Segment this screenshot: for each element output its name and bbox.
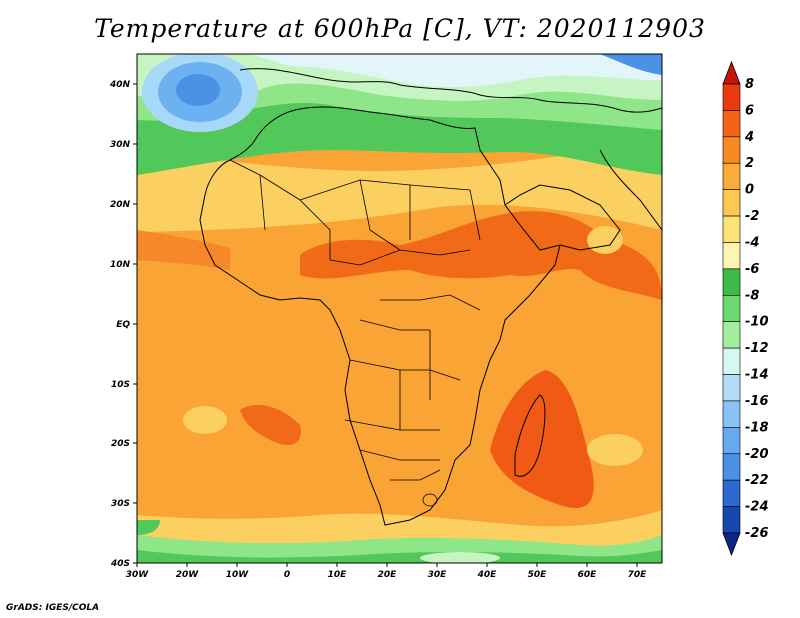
field-palegreen-south: [420, 552, 500, 563]
colorbar-label: -2: [745, 209, 759, 224]
colorbar-box: [722, 347, 741, 375]
lesotho-outline: [422, 493, 438, 507]
colorbar-box: [722, 427, 741, 455]
map-title: Temperature at 600hPa [C], VT: 202011290…: [94, 14, 706, 43]
x-tick-label: 30E: [428, 570, 448, 580]
country-borders: [229, 159, 481, 481]
colorbar-box: [722, 189, 741, 217]
arabia-coast: [504, 184, 621, 251]
y-tick-label: EQ: [116, 320, 130, 330]
colorbar-box: [722, 268, 741, 296]
x-tick-label: 30W: [126, 570, 150, 580]
colorbar-box: [722, 479, 741, 507]
credit-text: GrADS: IGES/COLA: [6, 603, 100, 613]
x-tick-label: 40E: [477, 570, 498, 580]
field-green-sw-patch: [137, 520, 160, 535]
colorbar-box: [722, 374, 741, 402]
field-cyan-north: [250, 54, 662, 87]
x-tick-label: 20W: [176, 570, 200, 580]
india-coast: [599, 149, 662, 231]
x-ticks: 30W 20W 10W 0 10E 20E 30E 40E 50E 60E 70…: [126, 563, 647, 580]
x-tick-label: 50E: [528, 570, 548, 580]
y-tick-label: 30N: [110, 140, 131, 150]
africa-coast: [199, 106, 561, 526]
colorbar-label: -20: [745, 447, 769, 462]
colorbar-label: -10: [745, 315, 769, 330]
x-tick-label: 60E: [578, 570, 598, 580]
colorbar-box: [722, 83, 741, 111]
colorbar-box: [722, 294, 741, 323]
x-tick-label: 10E: [328, 570, 348, 580]
coastlines: [199, 68, 662, 526]
colorbar-label: -14: [745, 368, 769, 383]
colorbar-box: [722, 242, 741, 270]
y-tick-label: 40N: [109, 80, 131, 90]
y-ticks: 40N 30N 20N 10N EQ 10S 20S 30S 40S: [109, 80, 137, 569]
colorbar-label: -18: [745, 420, 769, 435]
y-tick-label: 30S: [111, 499, 130, 509]
mediterranean-coast: [239, 68, 662, 113]
colorbar-label: -16: [745, 394, 769, 409]
colorbar-label: -22: [745, 473, 769, 488]
colorbar-box: [722, 400, 741, 428]
field-warm-sahel: [300, 211, 662, 300]
colorbar-top-triangle: [722, 60, 741, 85]
temperature-field: [137, 54, 662, 563]
madagascar-coast: [514, 394, 546, 477]
field-warm-atlantic: [240, 405, 301, 445]
colorbar-label: -12: [745, 341, 769, 356]
colorbar-bottom-triangle: [722, 532, 741, 557]
colorbar-label: -24: [745, 500, 769, 515]
colorbar-label: 4: [744, 130, 754, 145]
y-tick-label: 10N: [110, 260, 131, 270]
colorbar-label: -6: [745, 262, 759, 277]
colorbar-label: 6: [745, 103, 754, 118]
colorbar-label: -8: [745, 288, 759, 303]
colorbar-label: 0: [745, 183, 754, 198]
colorbar-box: [722, 453, 741, 481]
x-tick-label: 10W: [226, 570, 250, 580]
colorbar-label: 8: [745, 77, 754, 92]
field-cold-corner-ne: [600, 54, 662, 75]
x-tick-label: 0: [284, 570, 290, 580]
plot-frame: [136, 53, 663, 564]
x-tick-label: 20E: [378, 570, 398, 580]
field-yellow-north: [137, 140, 662, 232]
colorbar-label: -26: [745, 526, 769, 541]
field-cool-patch-1: [183, 406, 227, 434]
colorbar-label: -4: [745, 235, 759, 250]
y-tick-label: 20S: [111, 439, 130, 449]
field-cool-patch-2: [587, 434, 643, 466]
field-warm-madagascar: [490, 370, 594, 508]
field-warm-west: [137, 230, 230, 270]
field-green-south-2: [137, 550, 662, 563]
field-cold-blob-core: [176, 74, 220, 106]
colorbar-box: [722, 110, 741, 138]
colorbar-label: 2: [745, 156, 754, 171]
field-cool-patch-3: [587, 226, 623, 254]
colorbar-box: [722, 162, 741, 190]
y-tick-label: 20N: [110, 200, 131, 210]
colorbar-box: [722, 215, 741, 243]
y-tick-label: 10S: [111, 380, 130, 390]
colorbar-box: [722, 321, 741, 349]
colorbar-box: [722, 506, 741, 534]
colorbar: 8 6 4 2 0 -2 -4 -6 -8 -10 -12 -14 -16 -18 -20 -22 -24 -26: [722, 60, 769, 557]
x-tick-label: 70E: [628, 570, 648, 580]
y-tick-label: 40S: [110, 559, 130, 569]
colorbar-box: [722, 136, 741, 164]
